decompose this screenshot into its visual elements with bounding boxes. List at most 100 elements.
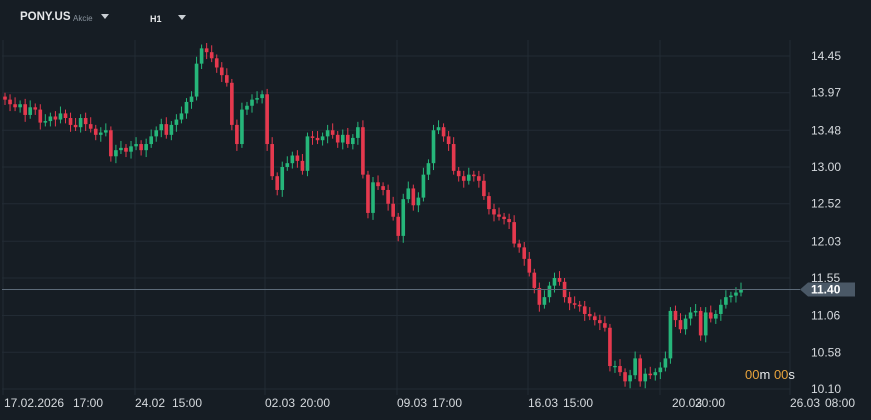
candle-up — [668, 310, 673, 359]
candle-up — [240, 109, 244, 145]
candle-up — [421, 174, 426, 198]
candle-up — [739, 289, 743, 293]
candle-up — [683, 318, 688, 330]
candle-up — [78, 118, 83, 128]
candle-up — [98, 132, 103, 135]
candle-up — [713, 313, 718, 319]
chart-grid — [2, 40, 791, 395]
candle-down — [557, 278, 562, 282]
candle-up — [703, 312, 708, 336]
candle-up — [466, 174, 471, 181]
chart-toolbar: PONY.US Akcie H1 — [0, 0, 871, 38]
candle-down — [330, 130, 335, 135]
x-tick-label: 17:00 — [73, 396, 103, 410]
candle-down — [567, 297, 572, 304]
candle-up — [280, 167, 285, 190]
candle-up — [114, 150, 118, 157]
candle-up — [169, 124, 174, 135]
candle-down — [73, 124, 78, 128]
candle-up — [48, 116, 53, 122]
candle-down — [577, 304, 582, 307]
candle-down — [477, 176, 481, 181]
countdown-minutes-unit: m — [759, 367, 771, 382]
candle-up — [356, 127, 360, 138]
candle-up — [734, 292, 738, 296]
candle-down — [451, 144, 456, 171]
candle-up — [174, 119, 179, 125]
candle-up — [255, 98, 259, 100]
candle-down — [270, 144, 274, 177]
candle-down — [224, 75, 229, 83]
candle-down — [295, 155, 300, 161]
x-tick-label: 17.02.2026 — [4, 396, 64, 410]
candle-down — [361, 127, 365, 175]
candle-down — [335, 134, 340, 143]
candle-down — [315, 137, 320, 141]
x-tick-label: 17:00 — [432, 396, 462, 410]
candle-down — [587, 313, 592, 317]
candle-down — [38, 109, 43, 123]
candle-down — [391, 203, 395, 217]
candle-up — [406, 188, 411, 200]
candle-up — [28, 107, 33, 115]
x-tick-label: 20.03 — [672, 396, 702, 410]
candle-up — [305, 136, 310, 171]
candle-up — [613, 366, 617, 368]
y-tick-label: 10.10 — [811, 382, 841, 396]
candle-up — [663, 358, 668, 368]
timeframe-dropdown-icon[interactable] — [178, 15, 186, 20]
candle-up — [653, 372, 658, 376]
candle-down — [648, 373, 653, 376]
candle-down — [83, 118, 88, 125]
candle-up — [285, 163, 290, 167]
candle-down — [230, 82, 234, 125]
timeframe-selector[interactable]: H1 — [150, 14, 162, 24]
countdown-minutes: 00 — [745, 367, 760, 382]
symbol-dropdown-icon[interactable] — [101, 14, 109, 19]
candle-down — [275, 176, 280, 190]
x-tick-label: 20:00 — [695, 396, 725, 410]
x-axis: 17.02.2026 17:00 24.02 15:00 02.03 20:00 09.03… — [4, 396, 855, 410]
candle-down — [598, 320, 602, 324]
candle-down — [472, 174, 476, 177]
candle-down — [582, 306, 587, 314]
candle-down — [53, 116, 58, 120]
candle-down — [124, 147, 128, 152]
x-tick-label: 15:00 — [563, 396, 593, 410]
candle-up — [542, 297, 547, 305]
candle-up — [194, 63, 199, 97]
candle-down — [623, 372, 627, 382]
candle-down — [300, 160, 305, 171]
candle-down — [441, 127, 446, 137]
candle-up — [43, 121, 48, 123]
symbol-label[interactable]: PONY.US — [20, 11, 71, 23]
candle-down — [265, 94, 269, 145]
candle-down — [572, 303, 577, 305]
candle-up — [426, 163, 431, 175]
candle-up — [416, 197, 421, 206]
candle-up — [431, 130, 436, 164]
candle-up — [633, 358, 637, 376]
candle-down — [386, 189, 390, 204]
candle-up — [628, 375, 632, 382]
candle-down — [376, 182, 380, 187]
candle-up — [729, 295, 733, 298]
candle-down — [487, 196, 491, 210]
candle-up — [436, 127, 441, 131]
candle-down — [219, 67, 224, 76]
candle-up — [688, 312, 693, 319]
candle-down — [673, 310, 678, 321]
current-price-tag — [800, 282, 855, 297]
candle-up — [552, 278, 557, 286]
y-tick-label: 13.00 — [811, 160, 841, 174]
x-tick-label: 09.03 — [397, 396, 427, 410]
candle-down — [23, 104, 27, 115]
candle-down — [366, 174, 370, 213]
candle-down — [512, 222, 516, 244]
candle-down — [381, 186, 385, 190]
candle-down — [522, 247, 527, 259]
candle-up — [320, 136, 325, 141]
candle-up — [199, 48, 204, 64]
candle-up — [658, 367, 663, 373]
